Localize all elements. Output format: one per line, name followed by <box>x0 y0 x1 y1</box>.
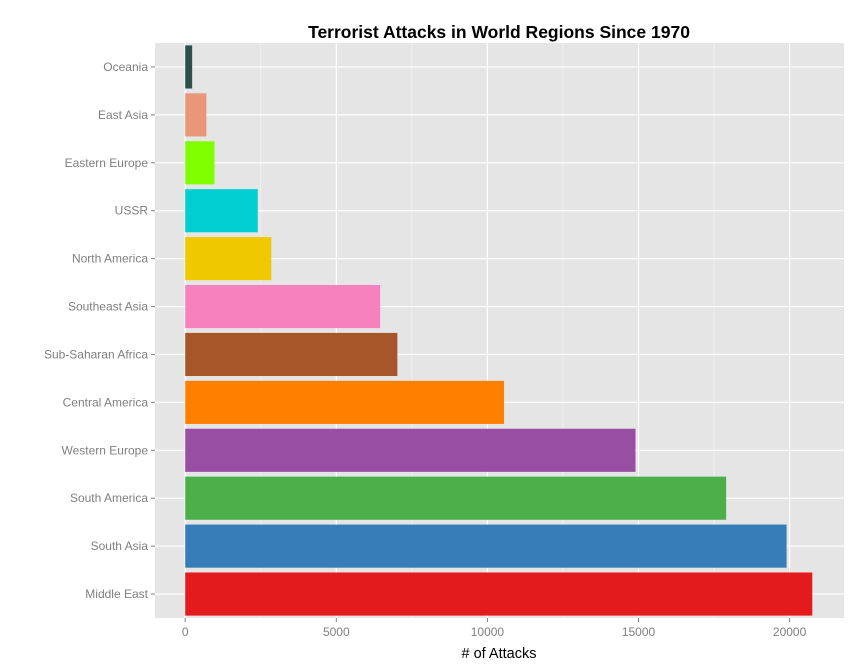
y-tick-label: Central America <box>63 395 149 409</box>
y-tick-label: South America <box>70 491 148 505</box>
y-tick-label: Eastern Europe <box>65 156 149 170</box>
y-tick-label: Western Europe <box>62 443 149 457</box>
y-tick-label: USSR <box>115 204 149 218</box>
x-axis: 0 5000 10000 15000 20000 <box>182 618 807 639</box>
y-tick-label: Southeast Asia <box>68 300 148 314</box>
y-tick-label: Sub-Saharan Africa <box>44 347 148 361</box>
x-axis-title: # of Attacks <box>462 646 537 662</box>
bar-middle-east <box>185 572 813 616</box>
bar-south-america <box>185 476 727 520</box>
bar-sub-saharan-africa <box>185 332 398 377</box>
bar-western-europe <box>185 428 636 472</box>
y-tick-label: East Asia <box>98 108 148 122</box>
bar-southeast-asia <box>185 284 381 329</box>
bar-south-asia <box>185 524 787 568</box>
chart-title: Terrorist Attacks in World Regions Since… <box>308 22 690 42</box>
x-tick-label: 0 <box>182 625 189 639</box>
bar-ussr <box>185 189 258 233</box>
x-tick-label: 15000 <box>622 625 656 639</box>
y-tick-label: Oceania <box>103 60 148 74</box>
bar-eastern-europe <box>185 141 215 185</box>
x-tick-label: 20000 <box>773 625 807 639</box>
bar-north-america <box>185 237 272 281</box>
x-tick-label: 5000 <box>323 625 350 639</box>
bar-central-america <box>185 380 505 424</box>
plot-panel <box>155 43 844 618</box>
y-axis: Middle East South Asia South America Wester… <box>44 60 155 601</box>
y-tick-label: North America <box>72 252 148 266</box>
y-tick-label: Middle East <box>85 587 148 601</box>
y-tick-label: South Asia <box>91 539 149 553</box>
x-tick-label: 10000 <box>471 625 505 639</box>
bar-east-asia <box>185 93 207 137</box>
bar-oceania <box>185 45 193 89</box>
bars <box>185 45 813 616</box>
